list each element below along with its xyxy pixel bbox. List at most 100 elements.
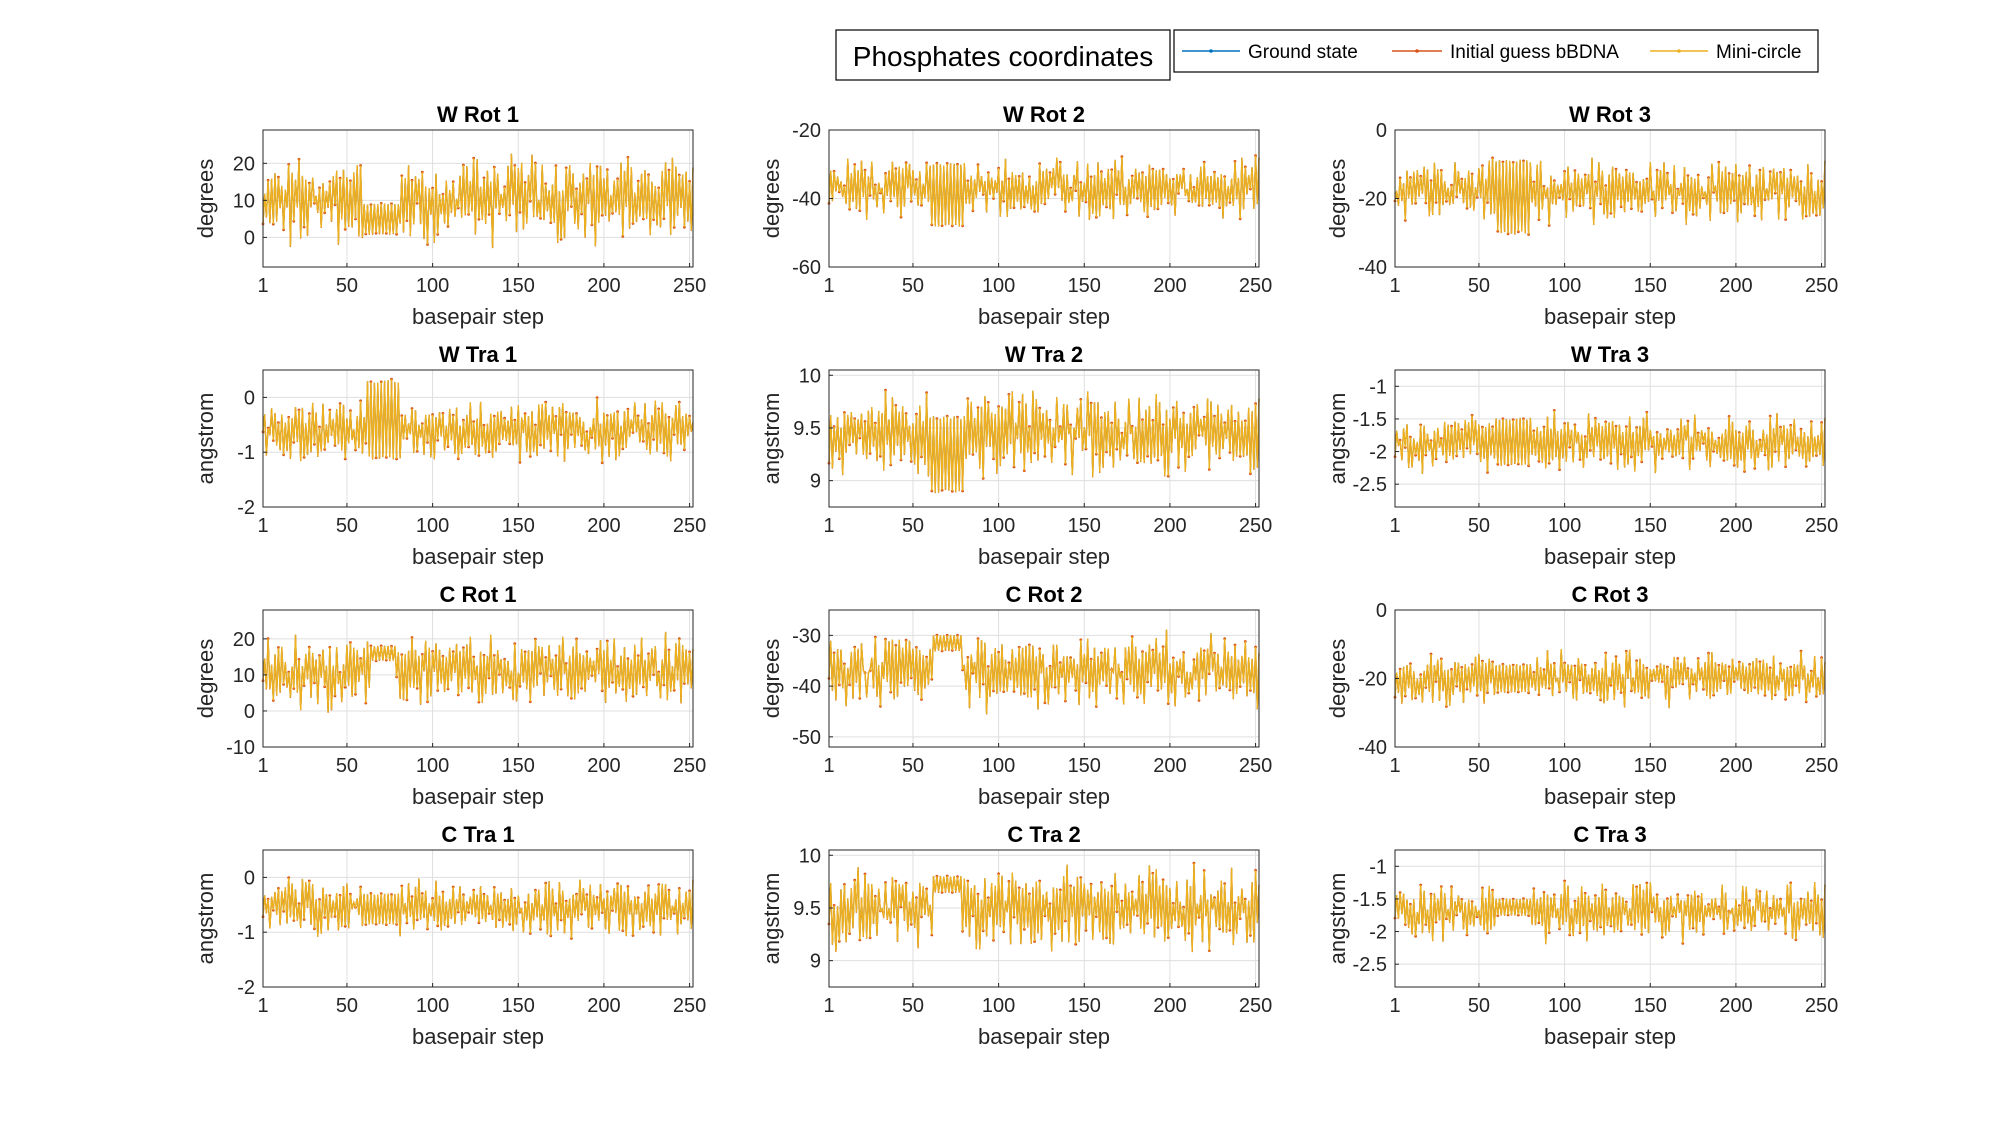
y-tick-label: 0 — [244, 701, 255, 723]
x-tick-label: 1 — [257, 995, 268, 1017]
y-tick-label: -30 — [792, 625, 821, 647]
y-axis-label: degrees — [759, 159, 784, 239]
legend-entry-initial-guess[interactable]: Initial guess bBDNA — [1392, 42, 1619, 63]
series-mini-circle — [262, 379, 694, 463]
series-line — [828, 155, 1260, 227]
x-tick-label: 150 — [1068, 515, 1101, 537]
x-axis-label: basepair step — [412, 544, 544, 569]
x-axis-label: basepair step — [978, 544, 1110, 569]
panel-title: C Tra 3 — [1573, 822, 1646, 847]
y-tick-label: -40 — [1358, 257, 1387, 279]
series-line — [828, 863, 1260, 952]
series-line — [828, 390, 1260, 493]
y-tick-label: -20 — [792, 120, 821, 142]
panel-title: C Rot 1 — [440, 582, 517, 607]
x-tick-label: 200 — [587, 515, 620, 537]
x-tick-label: 50 — [336, 755, 358, 777]
x-tick-label: 200 — [1719, 275, 1752, 297]
y-tick-label: 9 — [810, 951, 821, 973]
y-tick-label: -2 — [1369, 442, 1387, 464]
y-axis-label: angstrom — [1325, 393, 1350, 485]
x-tick-label: 200 — [1153, 275, 1186, 297]
series-mini-circle — [1394, 157, 1826, 235]
y-axis-label: angstrom — [759, 393, 784, 485]
axes-box — [828, 849, 1260, 988]
y-tick-label: 0 — [244, 227, 255, 249]
panel-w-tra-3: 1 50 100 150 200 250-2.5-2-1.5-1W Tra 3basepa… — [1325, 342, 1838, 569]
y-axis-label: angstrom — [193, 393, 218, 485]
legend-label-ground-state: Ground state — [1248, 42, 1358, 63]
x-axis-label: basepair step — [1544, 1024, 1676, 1049]
y-tick-label: 20 — [233, 153, 255, 175]
x-tick-label: 200 — [1719, 995, 1752, 1017]
series-mini-circle — [262, 631, 694, 713]
axes-box — [262, 609, 694, 748]
x-tick-label: 200 — [587, 995, 620, 1017]
x-tick-label: 250 — [673, 995, 706, 1017]
x-tick-label: 1 — [257, 515, 268, 537]
x-tick-label: 150 — [502, 275, 535, 297]
series-mini-circle — [828, 863, 1260, 952]
x-tick-label: 200 — [1719, 755, 1752, 777]
x-tick-label: 200 — [587, 755, 620, 777]
y-tick-label: -1 — [1369, 856, 1387, 878]
x-tick-label: 100 — [982, 755, 1015, 777]
axes-box — [262, 369, 694, 508]
x-tick-label: 250 — [1805, 995, 1838, 1017]
x-tick-label: 50 — [336, 515, 358, 537]
x-tick-label: 1 — [1389, 755, 1400, 777]
y-tick-label: -1 — [1369, 376, 1387, 398]
y-tick-label: -20 — [1358, 669, 1387, 691]
panel-title: W Rot 3 — [1569, 102, 1651, 127]
x-tick-label: 50 — [336, 275, 358, 297]
x-tick-label: 100 — [416, 995, 449, 1017]
y-tick-label: -2 — [237, 977, 255, 999]
y-axis-label: degrees — [193, 639, 218, 719]
x-tick-label: 100 — [416, 755, 449, 777]
panel-w-rot-2: 1 50 100 150 200 250-60-40-20W Rot 2basepair … — [759, 102, 1272, 329]
x-tick-label: 100 — [982, 515, 1015, 537]
x-tick-label: 1 — [257, 755, 268, 777]
legend-entry-mini-circle[interactable]: Mini-circle — [1650, 42, 1802, 63]
x-axis-label: basepair step — [412, 784, 544, 809]
y-tick-label: -10 — [226, 737, 255, 759]
series-mini-circle — [262, 153, 694, 248]
series-mini-circle — [828, 155, 1260, 227]
panel-title: W Tra 1 — [439, 342, 517, 367]
y-tick-label: 20 — [233, 629, 255, 651]
series-line — [1394, 157, 1826, 235]
panel-title: W Tra 3 — [1571, 342, 1649, 367]
legend-marker-initial-guess — [1415, 49, 1419, 53]
y-tick-label: -60 — [792, 257, 821, 279]
x-tick-label: 250 — [1239, 755, 1272, 777]
x-tick-label: 200 — [587, 275, 620, 297]
panel-title: C Tra 2 — [1007, 822, 1080, 847]
legend-entry-ground-state[interactable]: Ground state — [1182, 42, 1358, 63]
x-tick-label: 250 — [1805, 275, 1838, 297]
series-line — [1394, 880, 1826, 944]
axes-box — [262, 849, 694, 988]
y-axis-label: degrees — [1325, 159, 1350, 239]
axes-box — [828, 369, 1260, 508]
y-tick-label: -1 — [237, 922, 255, 944]
x-tick-label: 150 — [1068, 275, 1101, 297]
y-tick-label: 10 — [799, 845, 821, 867]
x-tick-label: 1 — [823, 755, 834, 777]
panel-title: C Tra 1 — [441, 822, 514, 847]
y-tick-label: 10 — [233, 190, 255, 212]
y-tick-label: 9 — [810, 471, 821, 493]
y-tick-label: 9.5 — [793, 898, 821, 920]
y-tick-label: 0 — [244, 387, 255, 409]
y-axis-label: degrees — [193, 159, 218, 239]
x-tick-label: 50 — [336, 995, 358, 1017]
legend-marker-mini-circle — [1677, 49, 1681, 53]
series-mini-circle — [828, 629, 1260, 714]
x-tick-label: 250 — [1805, 755, 1838, 777]
plot-area — [829, 850, 1259, 987]
series-mini-circle — [828, 390, 1260, 493]
axes-box — [828, 609, 1260, 748]
y-tick-label: -2 — [1369, 922, 1387, 944]
